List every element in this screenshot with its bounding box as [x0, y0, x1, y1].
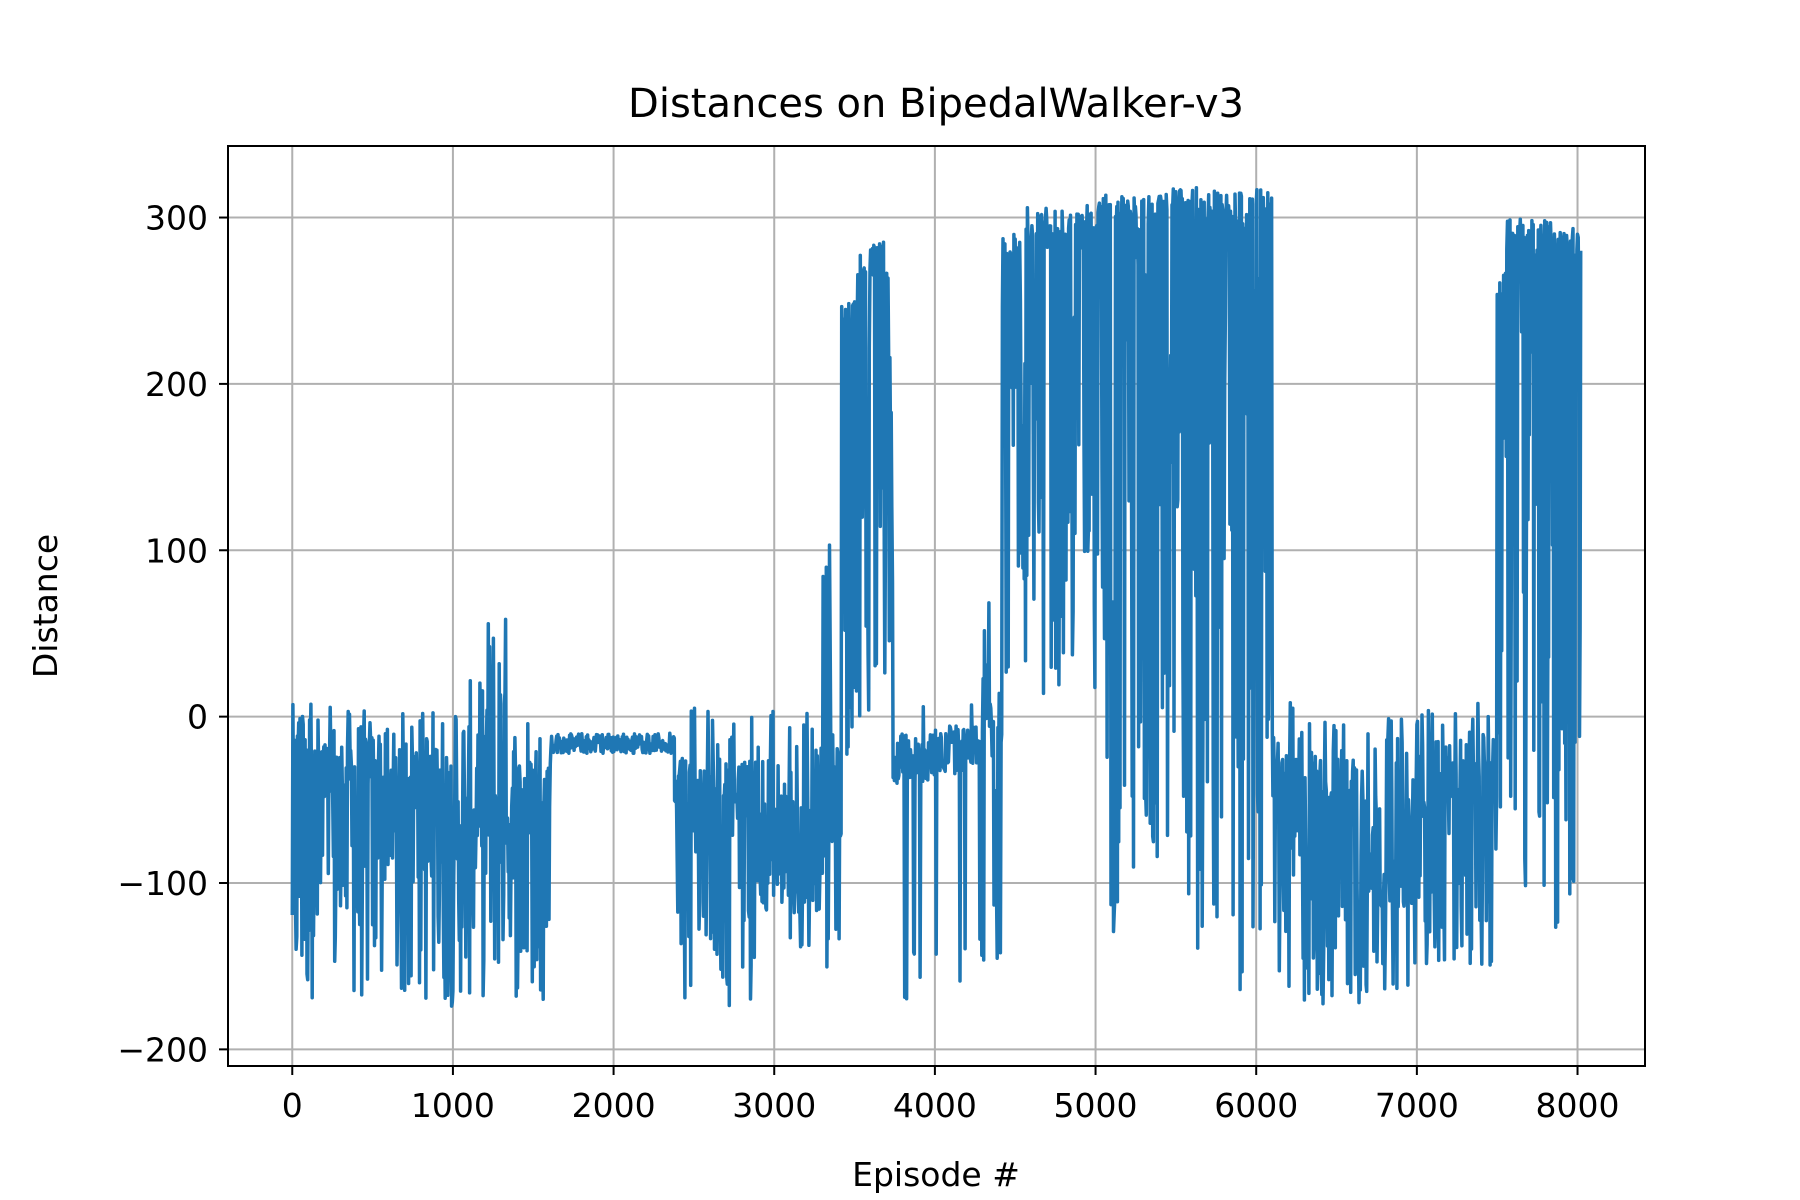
x-tick-label: 4000 [893, 1086, 977, 1125]
y-axis-ticks: −200 −100 0 100 200 300 [117, 199, 228, 1069]
series-distance [290, 185, 1583, 1008]
y-tick-label: −100 [117, 864, 208, 903]
x-tick-label: 5000 [1054, 1086, 1138, 1125]
x-tick-label: 2000 [572, 1086, 656, 1125]
y-tick-label: 100 [145, 531, 208, 570]
x-tick-label: 6000 [1214, 1086, 1298, 1125]
x-tick-label: 0 [282, 1086, 303, 1125]
y-tick-label: 200 [145, 365, 208, 404]
x-tick-label: 3000 [732, 1086, 816, 1125]
y-tick-label: −200 [117, 1030, 208, 1069]
chart-title: Distances on BipedalWalker-v3 [628, 81, 1244, 127]
plot-frame [227, 145, 1646, 1067]
x-axis-label: Episode # [852, 1155, 1020, 1194]
y-tick-label: 300 [145, 199, 208, 238]
x-tick-label: 7000 [1375, 1086, 1459, 1125]
y-tick-label: 0 [187, 698, 208, 737]
x-axis-ticks: 0 1000 2000 3000 4000 5000 6000 7000 8000 [282, 1066, 1620, 1125]
x-tick-label: 8000 [1536, 1086, 1620, 1125]
series-line [290, 185, 1583, 1008]
x-tick-label: 1000 [411, 1086, 495, 1125]
y-axis-label: Distance [26, 534, 65, 678]
